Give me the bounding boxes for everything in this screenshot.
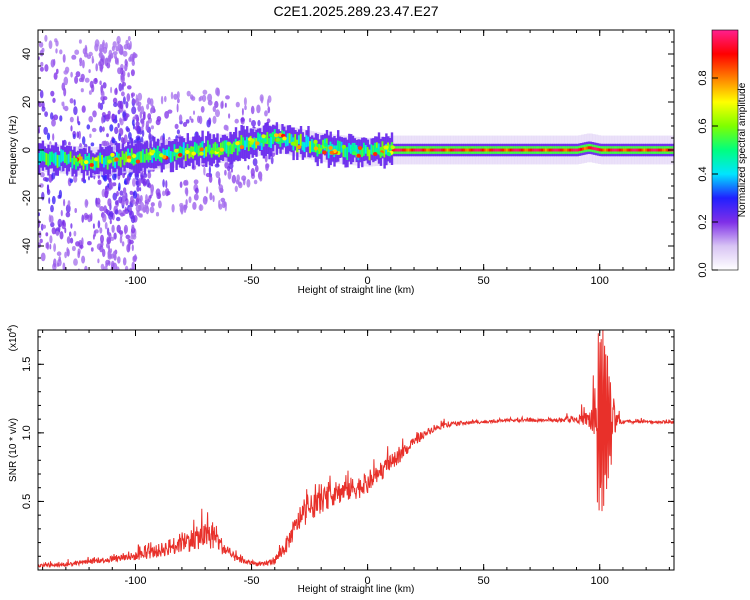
spectrogram-image	[38, 34, 674, 270]
snr-multiplier: (x104)	[7, 325, 19, 352]
snr-y-tick-label: 1.5	[21, 357, 33, 372]
snr-x-tick-label: 50	[478, 575, 490, 587]
snr-y-tick-label: 1.0	[21, 425, 33, 440]
snr-x-tick-label: 100	[591, 575, 609, 587]
snr-x-tick-label: -100	[124, 575, 146, 587]
spectrogram-x-tick-label: -100	[124, 275, 146, 287]
snr-multiplier-exp: 4	[7, 328, 14, 332]
spectrogram-x-tick-label: 100	[591, 275, 609, 287]
snr-x-tick-label: -50	[244, 575, 260, 587]
figure-title: C2E1.2025.289.23.47.E27	[273, 3, 438, 19]
colorbar-label: Normalized spectral amplitude	[737, 82, 748, 217]
colorbar-gradient	[711, 29, 739, 271]
snr-x-tick-label: 0	[365, 575, 371, 587]
spectrogram-y-label: Frequency (Hz)	[8, 116, 19, 185]
snr-ticks: -100 -50 0 50 100 0.5 1.0 1.5	[21, 330, 674, 587]
spectrogram-x-tick-label: -50	[244, 275, 260, 287]
snr-panel: -100 -50 0 50 100 0.5 1.0 1.5 Height of straigh…	[7, 325, 675, 595]
snr-series-line	[38, 330, 674, 569]
colorbar-ticks: 0.0 0.2 0.4 0.6 0.8	[697, 70, 718, 278]
snr-frame	[37, 329, 675, 571]
spectrogram-x-tick-label: 50	[478, 275, 490, 287]
spectrogram-y-tick-label: 0	[21, 147, 33, 153]
spectrogram-y-tick-label: -40	[21, 238, 33, 254]
colorbar-tick-label: 0.6	[697, 118, 709, 133]
snr-multiplier-close: )	[8, 325, 19, 328]
spectrogram-x-label: Height of straight line (km)	[298, 285, 415, 296]
spectrogram-y-tick-label: 20	[21, 96, 33, 108]
snr-multiplier-text: (x10	[8, 331, 19, 351]
spectrogram-y-tick-label: 40	[21, 48, 33, 60]
snr-y-label: SNR (10 * v/v)	[8, 418, 19, 482]
colorbar-tick-label: 0.2	[697, 214, 709, 229]
colorbar-tick-label: 0.8	[697, 70, 709, 85]
spectrogram-y-tick-label: -20	[21, 190, 33, 206]
spectrogram-x-tick-label: 0	[365, 275, 371, 287]
spectrogram-ticks: -100 -50 0 50 100 -40 -20 0 20 40	[21, 29, 674, 287]
colorbar: 0.0 0.2 0.4 0.6 0.8 Normalized spectral ampl…	[697, 29, 748, 278]
snr-x-label: Height of straight line (km)	[298, 584, 415, 595]
snr-y-tick-label: 0.5	[21, 494, 33, 509]
spectrogram-panel: -100 -50 0 50 100 -40 -20 0 20 40 Height of strai…	[8, 29, 675, 296]
colorbar-tick-label: 0.0	[697, 262, 709, 277]
colorbar-tick-label: 0.4	[697, 166, 709, 181]
svg-text:(x104): (x104)	[7, 325, 19, 352]
